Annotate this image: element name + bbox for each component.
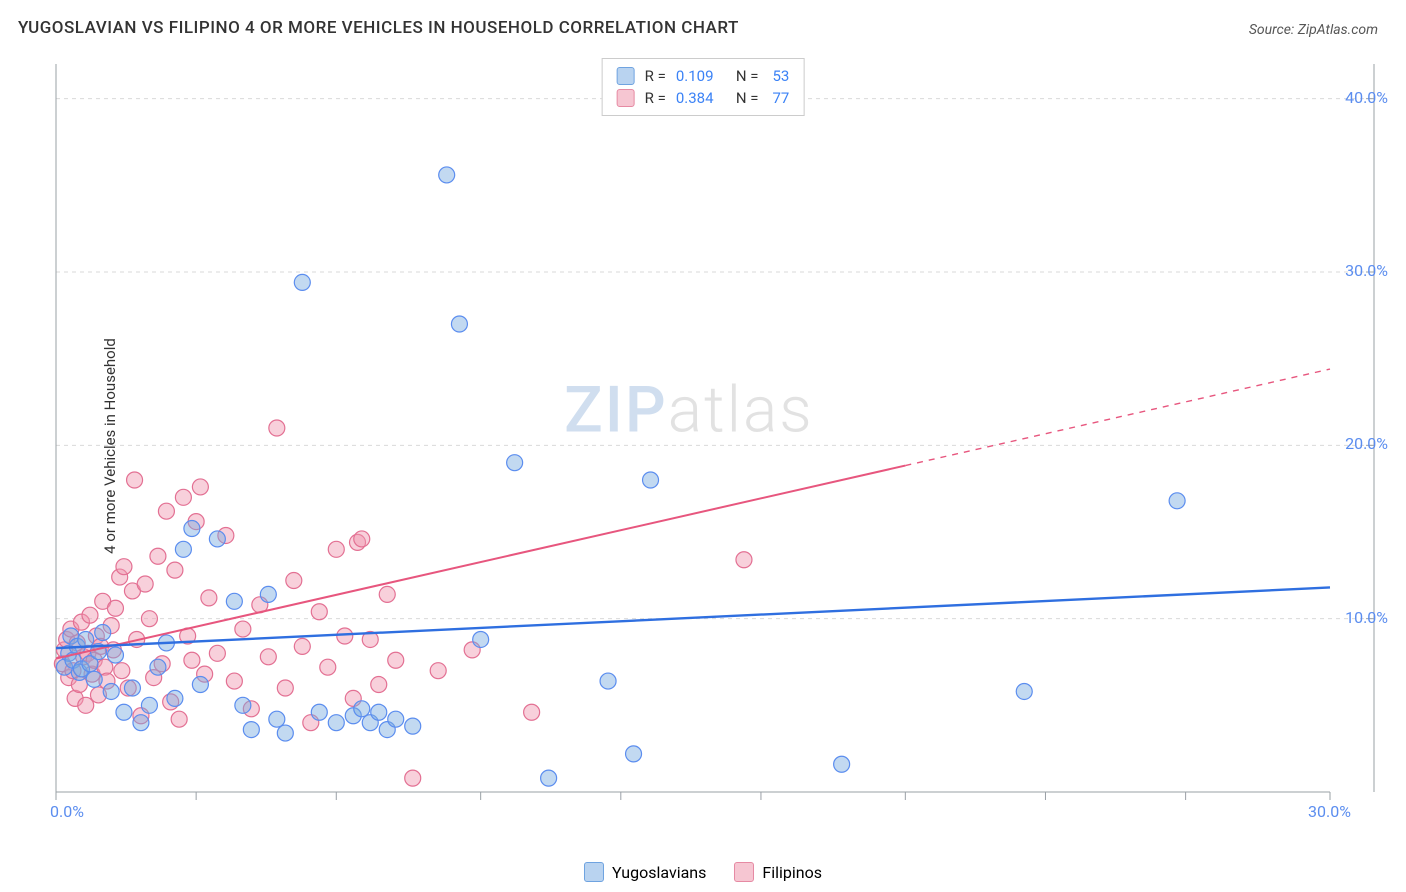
chart-area bbox=[50, 52, 1380, 822]
stats-n-label-2: N = bbox=[736, 89, 759, 107]
stats-row-2: R = 0.384 N = 77 bbox=[617, 87, 790, 109]
y-tick-label-30: 30.0% bbox=[1345, 261, 1388, 280]
stats-r-value-2: 0.384 bbox=[676, 89, 720, 107]
legend-item-2: Filipinos bbox=[734, 862, 822, 882]
source-attribution: Source: ZipAtlas.com bbox=[1249, 22, 1378, 38]
bottom-legend: Yugoslavians Filipinos bbox=[584, 862, 822, 882]
stats-n-value-2: 77 bbox=[772, 89, 789, 107]
x-tick-label-min: 0.0% bbox=[50, 802, 84, 821]
stats-r-value-1: 0.109 bbox=[676, 67, 720, 85]
scatter-plot bbox=[50, 52, 1380, 822]
stats-swatch-2 bbox=[617, 89, 635, 107]
y-tick-label-20: 20.0% bbox=[1345, 434, 1388, 453]
legend-swatch-1 bbox=[584, 862, 604, 882]
stats-n-label-1: N = bbox=[736, 67, 759, 85]
stats-legend-box: R = 0.109 N = 53 R = 0.384 N = 77 bbox=[602, 58, 805, 116]
chart-title: YUGOSLAVIAN VS FILIPINO 4 OR MORE VEHICL… bbox=[18, 18, 739, 38]
y-tick-label-10: 10.0% bbox=[1345, 608, 1388, 627]
stats-n-value-1: 53 bbox=[772, 67, 789, 85]
stats-swatch-1 bbox=[617, 67, 635, 85]
stats-r-label-2: R = bbox=[645, 89, 666, 107]
x-tick-label-max: 30.0% bbox=[1308, 802, 1351, 821]
y-tick-label-40: 40.0% bbox=[1345, 88, 1388, 107]
stats-r-label-1: R = bbox=[645, 67, 666, 85]
stats-row-1: R = 0.109 N = 53 bbox=[617, 65, 790, 87]
legend-label-1: Yugoslavians bbox=[612, 863, 706, 882]
legend-swatch-2 bbox=[734, 862, 754, 882]
legend-item-1: Yugoslavians bbox=[584, 862, 706, 882]
legend-label-2: Filipinos bbox=[762, 863, 822, 882]
